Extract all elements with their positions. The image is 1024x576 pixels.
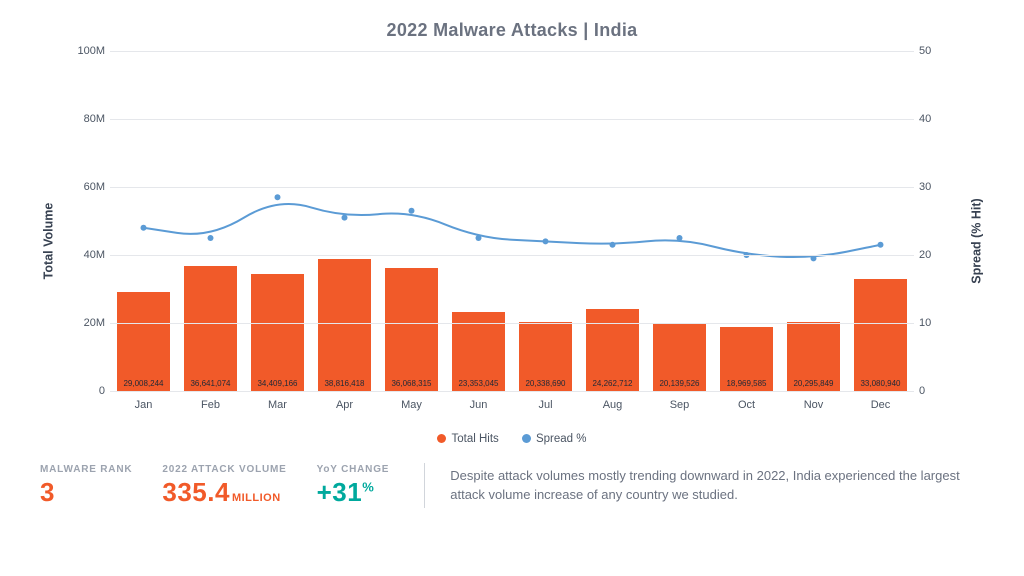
y-left-tick-label: 20M: [75, 317, 105, 329]
chart-container: 2022 Malware Attacks | India Total Volum…: [0, 0, 1024, 576]
y-left-tick-label: 80M: [75, 113, 105, 125]
stat-yoy-number: +31: [317, 477, 363, 507]
bar-slot: 24,262,712: [579, 51, 646, 391]
bar: 18,969,585: [720, 327, 772, 391]
bar: 20,338,690: [519, 322, 571, 391]
x-tick-label: Feb: [177, 399, 244, 411]
stat-volume-number: 335.4: [162, 477, 230, 507]
bar: 29,008,244: [117, 292, 169, 391]
stat-rank-value: 3: [40, 477, 132, 508]
x-axis-labels: JanFebMarAprMayJunJulAugSepOctNovDec: [110, 399, 914, 411]
bar-slot: 20,139,526: [646, 51, 713, 391]
stat-volume-title: 2022 ATTACK VOLUME: [162, 464, 286, 475]
x-tick-label: Apr: [311, 399, 378, 411]
stat-volume: 2022 ATTACK VOLUME 335.4MILLION: [162, 464, 286, 508]
grid-line: [110, 391, 914, 392]
bar: 34,409,166: [251, 274, 303, 391]
stat-yoy: YoY CHANGE +31%: [317, 464, 390, 508]
stat-rank: MALWARE RANK 3: [40, 464, 132, 508]
chart-area: Total Volume Spread (% Hit) 29,008,24436…: [85, 51, 939, 431]
bar-value-label: 34,409,166: [251, 379, 303, 388]
legend-label-spread: Spread %: [536, 433, 587, 445]
bar-value-label: 38,816,418: [318, 379, 370, 388]
y-right-tick-label: 10: [919, 317, 944, 329]
y-right-axis-title: Spread (% Hit): [969, 198, 983, 283]
legend-dot-spread: [522, 434, 531, 443]
bar-slot: 18,969,585: [713, 51, 780, 391]
x-tick-label: Jul: [512, 399, 579, 411]
bar-value-label: 24,262,712: [586, 379, 638, 388]
chart-title: 2022 Malware Attacks | India: [30, 20, 994, 41]
bar-slot: 38,816,418: [311, 51, 378, 391]
bar-slot: 23,353,045: [445, 51, 512, 391]
grid-line: [110, 187, 914, 188]
bar: 20,295,849: [787, 322, 839, 391]
bar-slot: 36,641,074: [177, 51, 244, 391]
stat-yoy-title: YoY CHANGE: [317, 464, 390, 475]
grid-line: [110, 255, 914, 256]
stat-yoy-value: +31%: [317, 477, 390, 508]
bar-group: 29,008,244 36,641,074 34,409,166 38,816,418…: [110, 51, 914, 391]
x-tick-label: Jan: [110, 399, 177, 411]
stat-rank-title: MALWARE RANK: [40, 464, 132, 475]
legend-label-hits: Total Hits: [451, 433, 498, 445]
bar-value-label: 36,641,074: [184, 379, 236, 388]
x-tick-label: Nov: [780, 399, 847, 411]
legend-item-spread: Spread %: [522, 433, 587, 445]
bar-slot: 29,008,244: [110, 51, 177, 391]
legend-dot-hits: [437, 434, 446, 443]
y-left-tick-label: 0: [75, 385, 105, 397]
bar: 20,139,526: [653, 323, 705, 391]
bar-slot: 20,295,849: [780, 51, 847, 391]
bar-slot: 33,080,940: [847, 51, 914, 391]
chart-legend: Total Hits Spread %: [30, 433, 994, 445]
legend-item-hits: Total Hits: [437, 433, 498, 445]
bar-value-label: 23,353,045: [452, 379, 504, 388]
bar-slot: 36,068,315: [378, 51, 445, 391]
summary-text: Despite attack volumes mostly trending d…: [450, 467, 984, 505]
x-tick-label: Aug: [579, 399, 646, 411]
y-right-tick-label: 20: [919, 249, 944, 261]
y-left-axis-title: Total Volume: [41, 203, 55, 280]
y-left-tick-label: 100M: [75, 45, 105, 57]
plot-region: 29,008,244 36,641,074 34,409,166 38,816,418…: [110, 51, 914, 391]
bar-slot: 20,338,690: [512, 51, 579, 391]
stats-divider: [424, 463, 425, 508]
y-left-tick-label: 40M: [75, 249, 105, 261]
bar-value-label: 20,295,849: [787, 379, 839, 388]
bar-value-label: 20,338,690: [519, 379, 571, 388]
bar-slot: 34,409,166: [244, 51, 311, 391]
bar: 36,068,315: [385, 268, 437, 391]
bar: 24,262,712: [586, 309, 638, 391]
x-tick-label: Mar: [244, 399, 311, 411]
x-tick-label: Sep: [646, 399, 713, 411]
x-tick-label: Dec: [847, 399, 914, 411]
stat-yoy-pct: %: [362, 479, 374, 494]
bar: 36,641,074: [184, 266, 236, 391]
stat-volume-value: 335.4MILLION: [162, 477, 286, 508]
bar-value-label: 18,969,585: [720, 379, 772, 388]
stats-row: MALWARE RANK 3 2022 ATTACK VOLUME 335.4M…: [30, 463, 994, 508]
grid-line: [110, 51, 914, 52]
bar-value-label: 20,139,526: [653, 379, 705, 388]
grid-line: [110, 323, 914, 324]
y-right-tick-label: 30: [919, 181, 944, 193]
y-right-tick-label: 0: [919, 385, 944, 397]
y-right-tick-label: 50: [919, 45, 944, 57]
bar-value-label: 33,080,940: [854, 379, 906, 388]
bar-value-label: 36,068,315: [385, 379, 437, 388]
bar: 33,080,940: [854, 279, 906, 391]
bar: 38,816,418: [318, 259, 370, 391]
x-tick-label: Oct: [713, 399, 780, 411]
x-tick-label: Jun: [445, 399, 512, 411]
bar-value-label: 29,008,244: [117, 379, 169, 388]
y-left-tick-label: 60M: [75, 181, 105, 193]
y-right-tick-label: 40: [919, 113, 944, 125]
stat-volume-unit: MILLION: [232, 492, 281, 504]
grid-line: [110, 119, 914, 120]
x-tick-label: May: [378, 399, 445, 411]
